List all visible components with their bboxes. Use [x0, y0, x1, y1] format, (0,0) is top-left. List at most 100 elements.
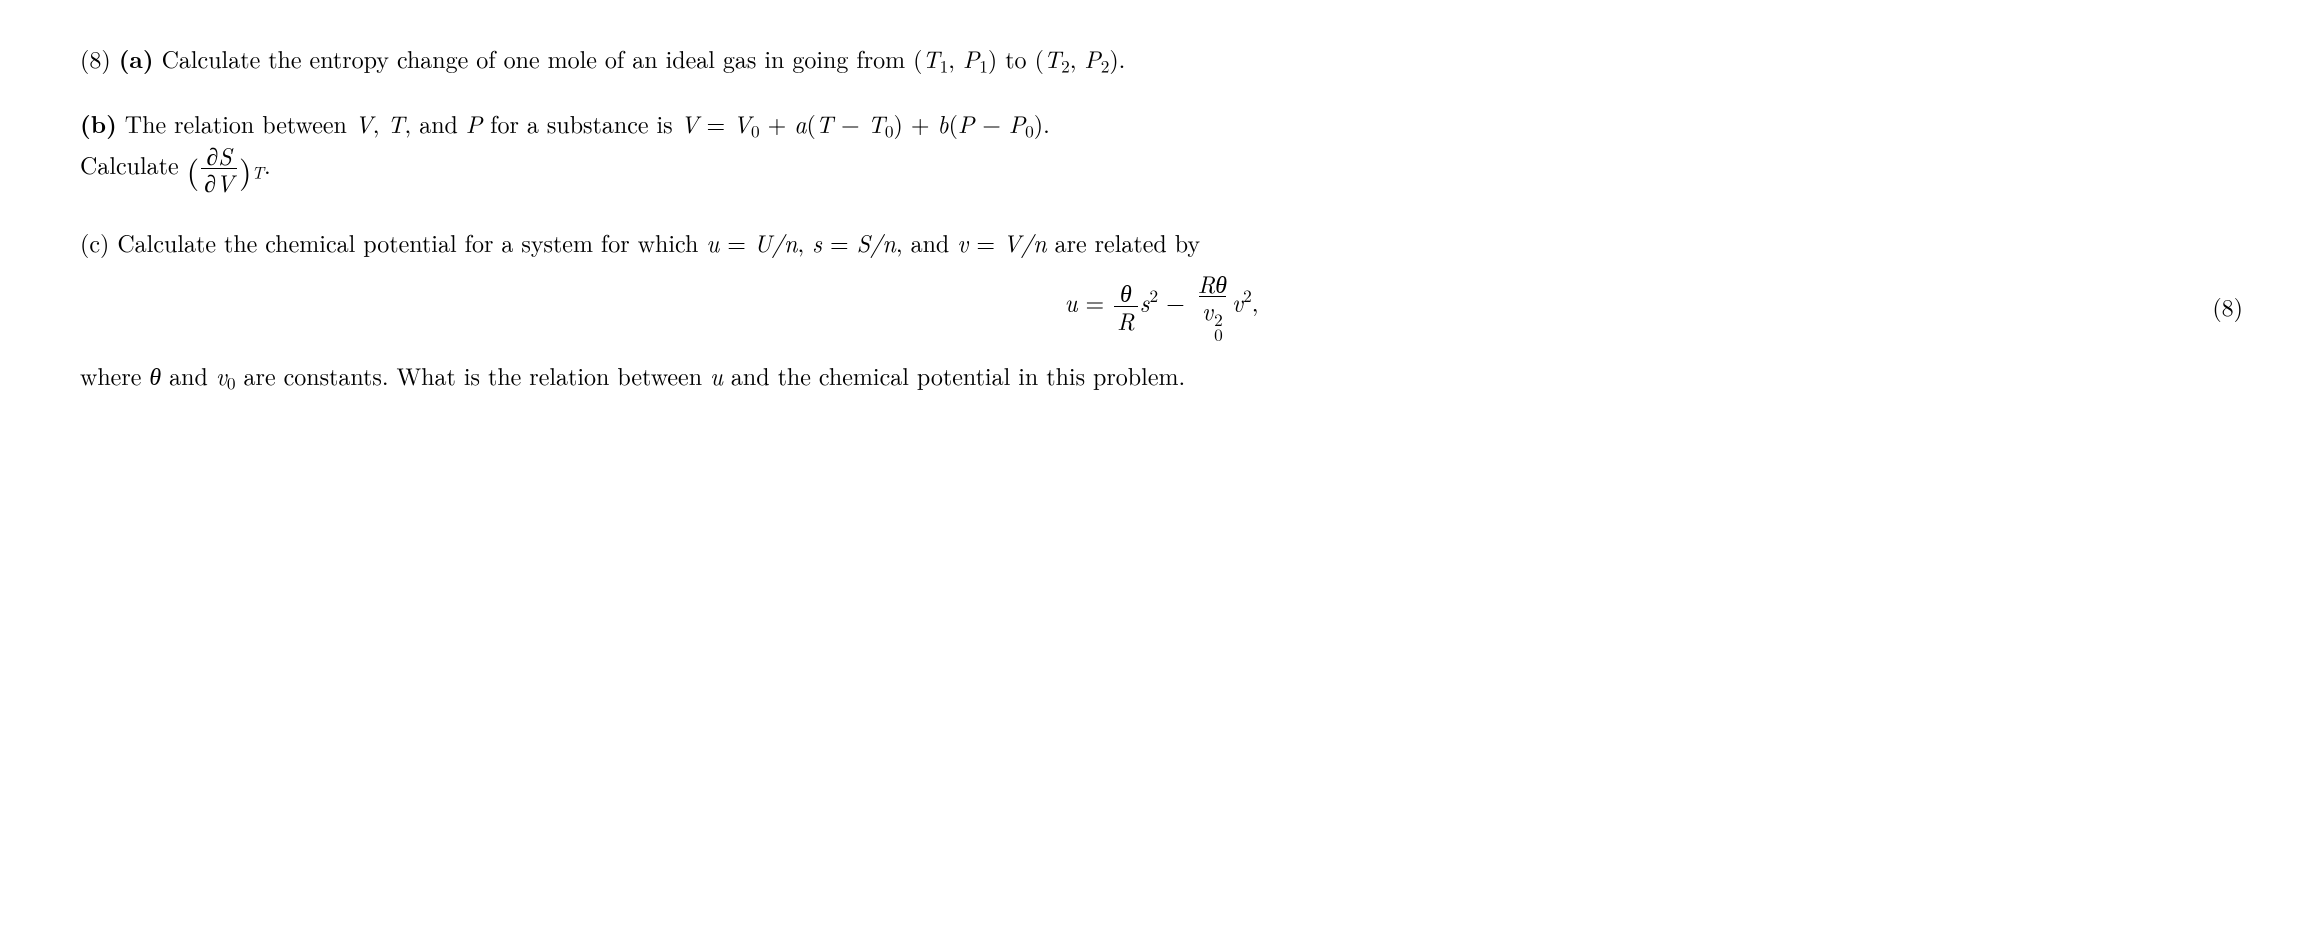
b-eq-close2: ).	[1034, 106, 1050, 140]
b-eq-plus2: +	[903, 106, 938, 140]
part-a-label: (a)	[119, 42, 154, 76]
c-U: U	[754, 225, 772, 259]
c-v: v	[957, 225, 968, 259]
c-v-def: v = V/n	[957, 225, 1046, 259]
c-v0w-sub: 0	[227, 371, 236, 395]
t2-sub: 2	[1061, 54, 1070, 78]
t1-sub: 1	[940, 54, 949, 78]
c-S: S	[857, 225, 871, 259]
b-paren-open: (	[187, 147, 200, 193]
c-sl1: /	[772, 225, 784, 259]
eq8-v2: 2	[1243, 284, 1252, 308]
eq8-u: u	[1065, 284, 1078, 318]
b-commatp: , and	[405, 106, 466, 140]
b-eq-plus1: +	[760, 106, 795, 140]
eq8-v: v	[1232, 284, 1243, 318]
b-equation: V = V0 + a(T − T0) + b(P − P0).	[681, 106, 1050, 140]
b-eq-b: b	[938, 106, 949, 140]
c-text1: Calculate the chemical potential for a s…	[117, 225, 706, 259]
c-u: u	[706, 225, 719, 259]
b-period: .	[264, 147, 271, 181]
c-Vv: V	[1003, 225, 1021, 259]
b-dsdv: (∂S∂V)T.	[187, 147, 271, 181]
eq8-body: u = θRs2 − Rθv20v2,	[1065, 270, 1259, 343]
b-frac: ∂S∂V	[201, 142, 237, 196]
c-thetaw: θ	[149, 358, 161, 392]
part-b-label: (b)	[80, 107, 117, 141]
b-dV: ∂V	[201, 168, 237, 195]
part-b-rel: The relation between	[125, 106, 355, 140]
c-s-def: s = S/n	[812, 225, 896, 259]
b-for: for a substance is	[482, 106, 680, 140]
problem-number: (8)	[80, 41, 111, 75]
t2p2-comma: ,	[1070, 41, 1085, 75]
c-n2: n	[882, 225, 896, 259]
b-eq-eq: =	[698, 106, 733, 140]
b-P: P	[466, 106, 482, 140]
c-n1: n	[784, 225, 798, 259]
c-chem: and the chemical potential in this probl…	[723, 358, 1185, 392]
eq8-v0: v	[1202, 293, 1213, 327]
eq8-comma: ,	[1252, 284, 1259, 318]
b-paren-close: )	[239, 147, 252, 193]
b-subT: T	[252, 160, 264, 184]
eq8-v0-sub: 0	[1214, 328, 1223, 343]
b-V: V	[355, 106, 373, 140]
c-sl3: /	[1021, 225, 1033, 259]
eq8-theta2: θ	[1215, 266, 1227, 300]
part-b: (b) The relation between V, T, and P for…	[80, 105, 2243, 196]
b-eq-open2: (	[949, 106, 958, 140]
b-calc: Calculate	[80, 147, 187, 181]
b-eq-T0: T	[868, 106, 885, 140]
eq8-R1: R	[1114, 306, 1138, 333]
b-eq-V: V	[681, 106, 699, 140]
t1p1-comma: ,	[948, 41, 963, 75]
c-comma1: ,	[798, 225, 813, 259]
c-comma2: , and	[896, 225, 957, 259]
eq8-eq: =	[1077, 284, 1112, 318]
b-eq-minus2: −	[974, 106, 1009, 140]
c-eq1: =	[719, 225, 754, 259]
p2-var: P	[1084, 41, 1100, 75]
c-sl2: /	[870, 225, 882, 259]
c-eq2: =	[822, 225, 857, 259]
c-where: where	[80, 358, 149, 392]
t2p2-close: ).	[1109, 41, 1125, 75]
b-eq-P0: P	[1009, 106, 1025, 140]
t2p2-pair: (T2, P2).	[1035, 41, 1126, 75]
b-eq-T0sub: 0	[885, 119, 894, 143]
p1-var: P	[963, 41, 979, 75]
equation-8: u = θRs2 − Rθv20v2, (8)	[80, 270, 2243, 343]
b-commavt: ,	[373, 106, 388, 140]
b-eq-close1: )	[894, 106, 903, 140]
b-eq-P0sub: 0	[1025, 119, 1034, 143]
equation-number: (8)	[2212, 288, 2243, 324]
eq8-v0sq: v20	[1199, 296, 1226, 342]
t2-var: T	[1044, 41, 1061, 75]
eq8-v0-subsup: 20	[1214, 313, 1223, 342]
b-eq-V0: V	[733, 106, 751, 140]
eq8-s2: 2	[1149, 284, 1158, 308]
t1p1-close: )	[988, 41, 997, 75]
eq8-s: s	[1140, 284, 1150, 318]
b-eq-Tin: T	[816, 106, 833, 140]
p1-sub: 1	[979, 54, 988, 78]
b-eq-Pin: P	[958, 106, 974, 140]
c-uw: u	[710, 358, 723, 392]
part-a-text1: Calculate the entropy change of one mole…	[162, 41, 914, 75]
b-eq-a: a	[794, 106, 806, 140]
b-eq-V0sub: 0	[751, 119, 760, 143]
t1p1-pair: (T1, P1)	[913, 41, 997, 75]
eq8-minus: −	[1158, 284, 1193, 318]
eq8-theta1: θ	[1117, 279, 1135, 305]
c-s: s	[812, 225, 822, 259]
c-const: are constants. What is the relation betw…	[236, 358, 710, 392]
t1-var: T	[922, 41, 939, 75]
part-c-label: (c)	[80, 225, 109, 259]
t2p2-open: (	[1035, 41, 1044, 75]
part-a: (8) (a) Calculate the entropy change of …	[80, 40, 2243, 77]
c-andw: and	[161, 358, 216, 392]
b-eq-minus1: −	[833, 106, 868, 140]
c-related: are related by	[1047, 225, 1200, 259]
part-a-to: to	[997, 41, 1034, 75]
